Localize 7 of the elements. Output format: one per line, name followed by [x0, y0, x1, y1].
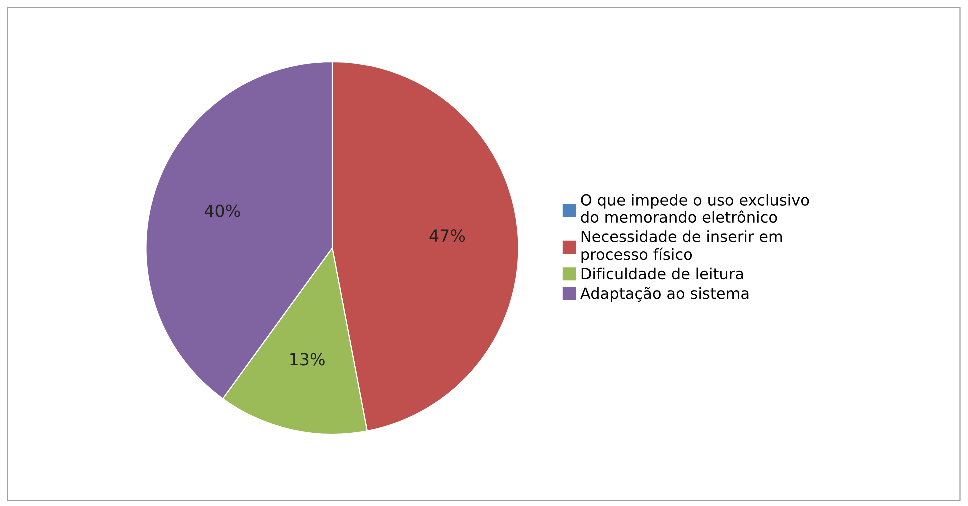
legend-label: Adaptação ao sistema: [580, 287, 749, 302]
legend-label: O que impede o uso exclusivo do memorando eletrônico: [581, 194, 810, 224]
legend-label: Necessidade de inserir em processo físico: [582, 230, 782, 264]
data-label: 40%: [204, 204, 240, 218]
legend-label: Dificuldade de leitura: [582, 268, 744, 280]
data-label: 47%: [430, 230, 466, 242]
data-label: 13%: [290, 353, 325, 366]
